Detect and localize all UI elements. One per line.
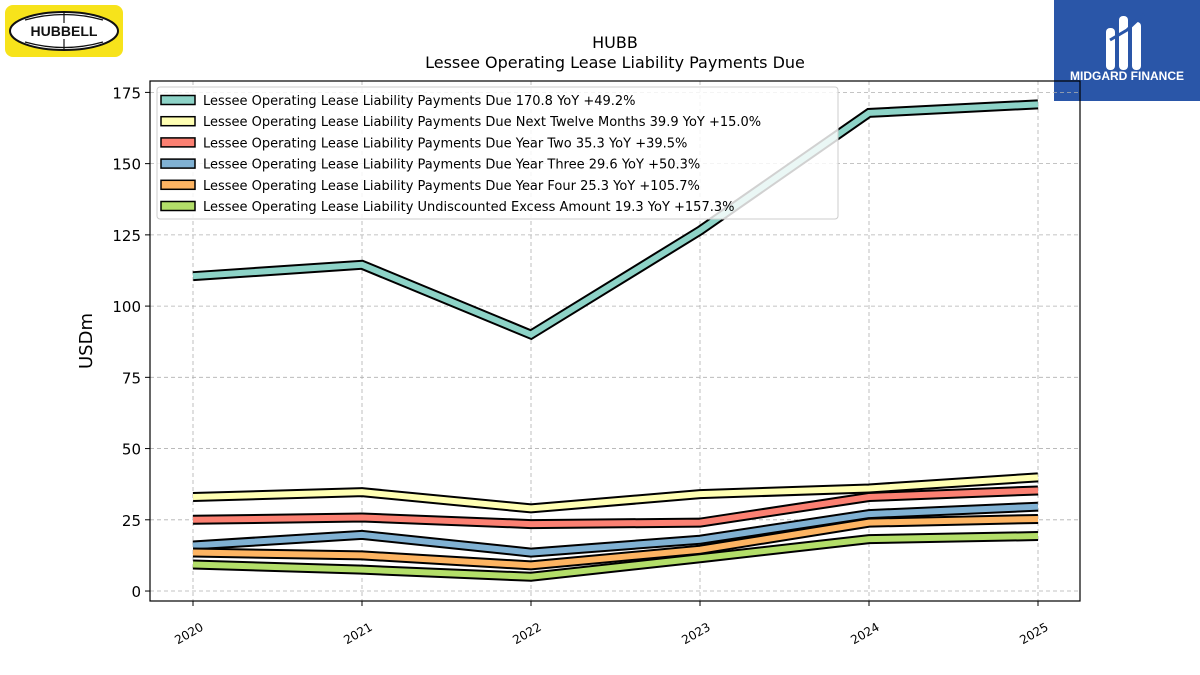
series-line [192,503,1039,556]
x-tick-label: 2022 [510,620,543,647]
series-line [192,487,1039,528]
x-tick-label: 2025 [1017,620,1050,647]
legend-label: Lessee Operating Lease Liability Payment… [203,115,761,130]
midgard-logo-mark: MIDGARD FINANCE [1070,12,1184,83]
y-tick-label: 50 [122,441,141,459]
midgard-logo-text: MIDGARD FINANCE [1070,69,1184,83]
y-tick-label: 25 [122,512,141,530]
series-line [192,474,1039,512]
legend: Lessee Operating Lease Liability Payment… [156,86,839,220]
y-tick-label: 125 [112,227,141,245]
legend-label: Lessee Operating Lease Liability Undisco… [203,200,734,215]
midgard-finance-logo: MIDGARD FINANCE [1054,0,1200,101]
y-axis: 0 25 50 75 100 125 150 175 [112,84,150,601]
x-tick-label: 2023 [679,620,712,647]
hubbell-logo: HUBBELL [5,5,123,57]
series-line [192,533,1039,580]
legend-swatch [160,200,196,212]
chart-title: HUBB [592,33,638,52]
y-tick-label: 150 [112,156,141,174]
series-line [192,515,1039,569]
series-lines [192,99,1039,582]
x-axis: 2020 2021 2022 2023 2024 2025 [172,601,1051,647]
y-tick-label: 0 [131,583,141,601]
y-axis-label: USDm [76,313,97,369]
y-tick-label: 75 [122,369,141,387]
x-tick-label: 2021 [341,620,374,647]
legend-swatch [160,94,196,106]
series-line [192,101,1039,338]
plot-frame [149,80,1081,602]
legend-label: Lessee Operating Lease Liability Payment… [203,179,700,194]
y-tick-label: 175 [112,84,141,102]
hubbell-logo-mark: HUBBELL [9,11,119,51]
x-tick-label: 2024 [848,620,881,647]
legend-swatch [160,115,196,127]
legend-swatch [160,179,196,191]
chart-subtitle: Lessee Operating Lease Liability Payment… [425,53,805,72]
legend-label: Lessee Operating Lease Liability Payment… [203,158,700,173]
legend-swatch [160,137,196,148]
legend-swatch [160,158,196,169]
hubbell-logo-text: HUBBELL [31,23,98,39]
legend-label: Lessee Operating Lease Liability Payment… [203,136,687,151]
x-tick-label: 2020 [172,620,205,647]
legend-label: Lessee Operating Lease Liability Payment… [203,94,636,109]
legend-box [156,86,839,220]
y-tick-label: 100 [112,298,141,316]
